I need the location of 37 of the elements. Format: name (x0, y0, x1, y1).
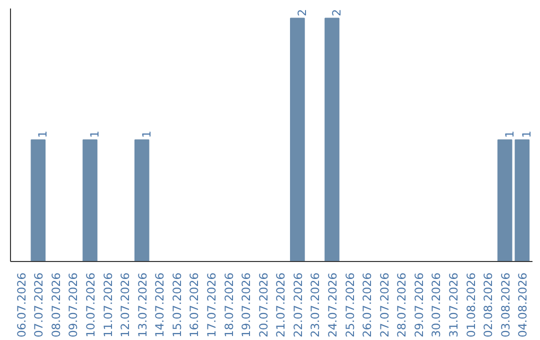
x-tick-label: 13.07.2026 (135, 272, 150, 338)
data-label: 1 (520, 130, 534, 138)
x-tick-label: 24.07.2026 (325, 272, 340, 338)
x-tick-label: 26.07.2026 (360, 272, 374, 338)
x-tick-label: 04.08.2026 (516, 272, 530, 338)
data-label: 2 (329, 9, 344, 16)
x-tick-label: 22.07.2026 (290, 272, 305, 338)
data-label: 1 (139, 130, 154, 138)
x-tick-label: 31.07.2026 (446, 272, 460, 338)
x-tick-label: 19.07.2026 (239, 272, 254, 338)
data-label: 1 (502, 130, 516, 138)
x-tick-label: 03.08.2026 (498, 272, 512, 338)
data-label: 2 (294, 9, 309, 16)
x-tick-label: 18.07.2026 (222, 272, 236, 338)
data-label: 1 (36, 130, 50, 138)
x-tick-label: 01.08.2026 (464, 272, 478, 338)
x-tick-label: 12.07.2026 (118, 272, 132, 338)
x-tick-label: 07.07.2026 (32, 272, 46, 338)
data-label: 1 (88, 130, 102, 138)
x-tick-label: 02.08.2026 (481, 272, 496, 338)
x-tick-label: 17.07.2026 (204, 272, 219, 338)
x-tick-label: 21.07.2026 (274, 272, 288, 338)
x-tick-label: 14.07.2026 (152, 272, 167, 338)
x-tick-label: 20.07.2026 (256, 272, 270, 338)
x-tick-label: 25.07.2026 (342, 272, 357, 338)
x-tick-label: 27.07.2026 (377, 272, 392, 338)
x-tick-label: 15.07.2026 (170, 272, 184, 338)
x-tick-label: 11.07.2026 (100, 272, 115, 338)
x-tick-label: 16.07.2026 (187, 272, 202, 338)
x-tick-label: 23.07.2026 (308, 272, 322, 338)
x-tick-label: 28.07.2026 (394, 272, 409, 338)
x-tick-label: 29.07.2026 (412, 272, 426, 338)
x-tick-label: 06.07.2026 (14, 272, 28, 338)
x-tick-label: 09.07.2026 (66, 272, 80, 338)
x-tick-label: 08.07.2026 (48, 272, 63, 338)
x-tick-label: 10.07.2026 (84, 272, 98, 338)
x-tick-label: 30.07.2026 (429, 272, 444, 338)
